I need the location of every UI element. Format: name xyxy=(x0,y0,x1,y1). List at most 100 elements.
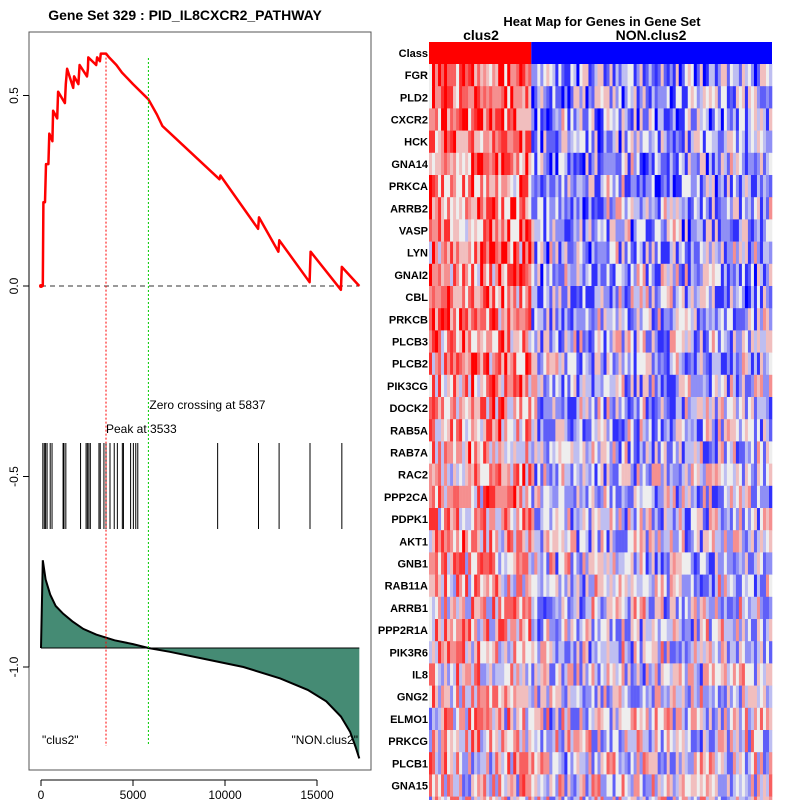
heatmap-cell xyxy=(597,286,601,309)
heatmap-cell xyxy=(711,419,716,442)
heatmap-cell xyxy=(474,663,478,686)
heatmap-cell xyxy=(543,108,547,131)
heatmap-cell xyxy=(648,419,652,442)
heatmap-cell xyxy=(726,619,731,642)
heatmap-cell xyxy=(432,241,436,265)
heatmap-cell xyxy=(726,219,731,242)
heatmap-cell xyxy=(516,485,520,509)
heatmap-cell xyxy=(513,130,517,154)
heatmap-cell xyxy=(483,219,487,242)
heatmap-cell xyxy=(636,308,640,331)
heatmap-cell xyxy=(612,397,616,420)
heatmap-cell xyxy=(618,130,622,154)
heatmap-cell xyxy=(708,130,713,154)
heatmap-cell xyxy=(669,774,674,797)
heatmap-cell xyxy=(621,508,625,531)
heatmap-cell xyxy=(540,175,544,198)
heatmap-cell xyxy=(546,352,550,376)
heatmap-cell xyxy=(465,352,469,376)
heatmap-cell xyxy=(555,286,559,309)
heatmap-cell xyxy=(444,286,448,309)
heatmap-cell xyxy=(471,286,475,309)
heatmap-cell xyxy=(579,641,583,664)
heatmap-cell xyxy=(483,796,487,800)
heatmap-cell xyxy=(609,330,613,353)
heatmap-cell xyxy=(675,308,680,331)
heatmap-cell xyxy=(741,263,746,287)
heatmap-cell xyxy=(717,86,722,109)
heatmap-cell xyxy=(717,641,722,664)
heatmap-cell xyxy=(441,152,445,176)
heatmap-cell xyxy=(702,152,707,176)
heatmap-cell xyxy=(474,596,478,620)
heatmap-cell xyxy=(453,619,457,642)
heatmap-cell xyxy=(537,286,541,309)
heatmap-cell xyxy=(696,619,701,642)
heatmap-cell xyxy=(438,574,442,598)
heatmap-cell xyxy=(765,197,770,220)
heatmap-cell xyxy=(591,397,595,420)
heatmap-cell xyxy=(657,663,661,686)
heatmap-cell xyxy=(621,441,625,464)
heatmap-cell xyxy=(468,175,472,198)
heatmap-cell xyxy=(720,685,725,709)
heatmap-cell xyxy=(483,730,487,753)
heatmap-cell xyxy=(462,730,466,753)
heatmap-cell xyxy=(471,64,475,87)
heatmap-cell xyxy=(765,663,770,686)
heatmap-cell xyxy=(633,219,637,242)
heatmap-cell xyxy=(564,530,568,553)
heatmap-cell xyxy=(552,219,556,242)
heatmap-cell xyxy=(660,197,664,220)
heatmap-cell xyxy=(705,374,710,398)
heatmap-cell xyxy=(717,108,722,131)
heatmap-cell xyxy=(522,463,526,487)
heatmap-cell xyxy=(615,752,619,775)
heatmap-cell xyxy=(438,352,442,376)
heatmap-cell xyxy=(450,730,454,753)
heatmap-cell xyxy=(636,108,640,131)
heatmap-cell xyxy=(744,663,749,686)
heatmap-cell xyxy=(531,685,535,709)
heatmap-cell xyxy=(636,730,640,753)
heatmap-cell xyxy=(564,685,568,709)
heatmap-cell xyxy=(477,86,481,109)
heatmap-cell xyxy=(543,241,547,265)
heatmap-cell xyxy=(540,707,544,731)
heatmap-cell xyxy=(741,441,746,464)
heatmap-cell xyxy=(759,552,764,575)
heatmap-cell xyxy=(657,463,661,487)
heatmap-cell xyxy=(564,374,568,398)
heatmap-cell xyxy=(609,730,613,753)
heatmap-cell xyxy=(543,219,547,242)
heatmap-cell xyxy=(474,175,478,198)
heatmap-cell xyxy=(738,441,743,464)
heatmap-cell xyxy=(459,641,463,664)
heatmap-cell xyxy=(627,241,631,265)
heatmap-cell xyxy=(753,263,758,287)
heatmap-cell xyxy=(570,685,574,709)
heatmap-cell xyxy=(648,152,652,176)
heatmap-cell xyxy=(735,574,740,598)
heatmap-cell xyxy=(684,685,689,709)
heatmap-cell xyxy=(447,175,451,198)
heatmap-cell xyxy=(720,552,725,575)
heatmap-cell xyxy=(615,241,619,265)
heatmap-cell xyxy=(510,796,514,800)
heatmap-cell xyxy=(675,286,680,309)
heatmap-cell xyxy=(645,574,649,598)
heatmap-cell xyxy=(753,485,758,509)
heatmap-cell xyxy=(510,752,514,775)
heatmap-cell xyxy=(501,596,505,620)
heatmap-cell xyxy=(744,352,749,376)
heatmap-cell xyxy=(456,197,460,220)
heatmap-cell xyxy=(489,752,493,775)
heatmap-cell xyxy=(570,641,574,664)
heatmap-cell xyxy=(603,130,607,154)
heatmap-cell xyxy=(651,707,655,731)
heatmap-cell xyxy=(645,663,649,686)
heatmap-cell xyxy=(675,663,680,686)
heatmap-cell xyxy=(612,152,616,176)
heatmap-cell xyxy=(699,419,704,442)
heatmap-cell xyxy=(582,130,586,154)
